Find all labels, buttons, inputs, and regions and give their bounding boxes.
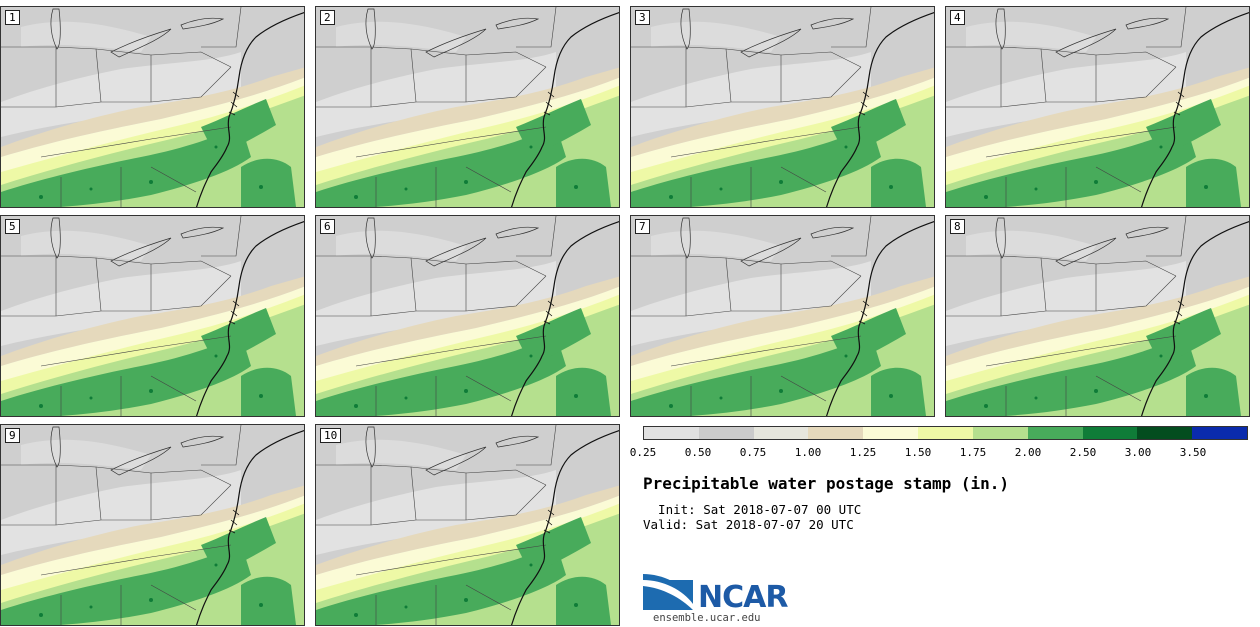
member-panel: 10 (315, 424, 620, 626)
legend-tick-label: 1.50 (904, 446, 932, 459)
precip-water-map (631, 216, 934, 416)
color-legend (643, 426, 1248, 440)
member-number-label: 9 (5, 428, 20, 443)
member-panel: 4 (945, 6, 1250, 208)
member-number-label: 3 (635, 10, 650, 25)
precip-water-map (1, 425, 304, 625)
legend-swatch (918, 427, 973, 439)
member-panel: 7 (630, 215, 935, 417)
legend-swatch (1082, 427, 1138, 439)
precip-water-map (316, 7, 619, 207)
legend-swatch (644, 427, 699, 439)
member-panel: 2 (315, 6, 620, 208)
member-number-label: 7 (635, 219, 650, 234)
legend-tick-label: 1.25 (849, 446, 877, 459)
legend-swatch (1027, 427, 1083, 439)
legend-swatch (1192, 427, 1247, 439)
member-number-label: 4 (950, 10, 965, 25)
ncar-logo-icon (643, 574, 693, 610)
valid-time: Valid: Sat 2018-07-07 20 UTC (643, 517, 854, 532)
member-panel: 5 (0, 215, 305, 417)
site-url: ensemble.ucar.edu (653, 612, 761, 624)
legend-swatch (753, 427, 809, 439)
legend-tick-label: 2.00 (1014, 446, 1042, 459)
legend-swatch (972, 427, 1028, 439)
legend-tick-label: 0.75 (739, 446, 767, 459)
precip-water-map (631, 7, 934, 207)
init-time: Init: Sat 2018-07-07 00 UTC (643, 502, 862, 517)
legend-swatch (863, 427, 919, 439)
member-number-label: 5 (5, 219, 20, 234)
legend-tick-label: 0.25 (629, 446, 657, 459)
legend-swatch (1137, 427, 1193, 439)
member-panel: 1 (0, 6, 305, 208)
precip-water-map (946, 216, 1249, 416)
ncar-logo-text: NCAR (698, 580, 788, 615)
legend-tick-label: 3.50 (1179, 446, 1207, 459)
legend-tick-label: 2.50 (1069, 446, 1097, 459)
precip-water-map (1, 7, 304, 207)
legend-tick-label: 3.00 (1124, 446, 1152, 459)
precip-water-map (946, 7, 1249, 207)
precip-water-map (316, 425, 619, 625)
member-number-label: 10 (320, 428, 342, 443)
member-number-label: 8 (950, 219, 965, 234)
legend-tick-label: 1.00 (794, 446, 822, 459)
member-number-label: 1 (5, 10, 20, 25)
precip-water-map (316, 216, 619, 416)
legend-tick-label: 1.75 (959, 446, 987, 459)
legend-tick-label: 0.50 (684, 446, 712, 459)
legend-swatch (698, 427, 754, 439)
member-panel: 9 (0, 424, 305, 626)
member-panel: 8 (945, 215, 1250, 417)
member-panel: 6 (315, 215, 620, 417)
chart-title: Precipitable water postage stamp (in.) (643, 474, 1010, 493)
precip-water-map (1, 216, 304, 416)
member-number-label: 2 (320, 10, 335, 25)
legend-swatch (808, 427, 864, 439)
member-panel: 3 (630, 6, 935, 208)
member-number-label: 6 (320, 219, 335, 234)
